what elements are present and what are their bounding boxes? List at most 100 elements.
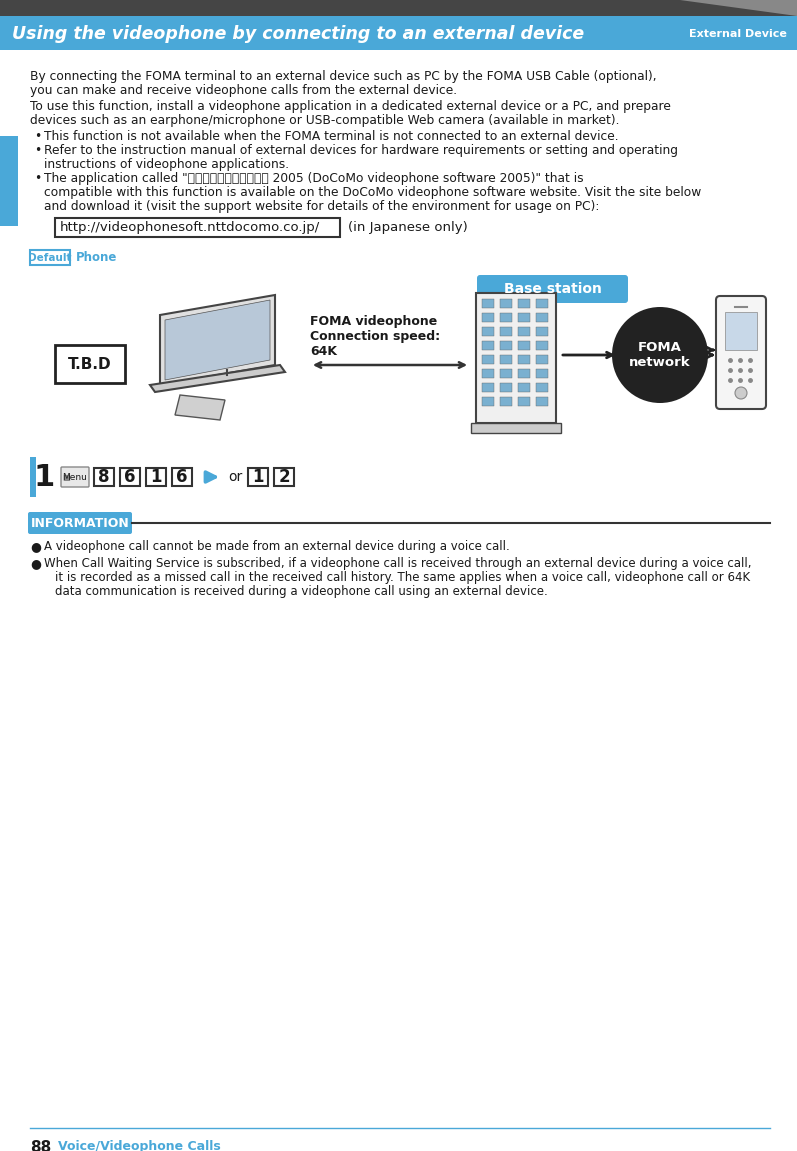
Text: instructions of videophone applications.: instructions of videophone applications. <box>44 158 289 171</box>
Polygon shape <box>175 395 225 420</box>
Text: Connection speed:: Connection speed: <box>310 330 440 343</box>
Polygon shape <box>165 300 270 380</box>
Text: This function is not available when the FOMA terminal is not connected to an ext: This function is not available when the … <box>44 130 618 143</box>
FancyBboxPatch shape <box>0 0 797 16</box>
FancyBboxPatch shape <box>61 467 89 487</box>
Text: 1: 1 <box>252 468 264 486</box>
FancyBboxPatch shape <box>518 313 530 322</box>
FancyBboxPatch shape <box>500 369 512 378</box>
Text: data communication is received during a videophone call using an external device: data communication is received during a … <box>55 585 548 599</box>
FancyBboxPatch shape <box>536 369 548 378</box>
FancyBboxPatch shape <box>0 16 797 49</box>
FancyBboxPatch shape <box>172 468 192 486</box>
FancyBboxPatch shape <box>482 383 494 392</box>
Text: 64K: 64K <box>310 345 337 358</box>
FancyBboxPatch shape <box>518 341 530 350</box>
FancyBboxPatch shape <box>536 327 548 336</box>
Text: Phone: Phone <box>76 251 117 264</box>
Text: •: • <box>34 171 41 185</box>
FancyBboxPatch shape <box>30 457 36 497</box>
Text: A videophone call cannot be made from an external device during a voice call.: A videophone call cannot be made from an… <box>44 540 510 552</box>
Text: it is recorded as a missed call in the received call history. The same applies w: it is recorded as a missed call in the r… <box>55 571 750 584</box>
FancyBboxPatch shape <box>0 136 18 226</box>
Text: Voice/Videophone Calls: Voice/Videophone Calls <box>58 1139 221 1151</box>
FancyBboxPatch shape <box>482 397 494 406</box>
Text: compatible with this function is available on the DoCoMo videophone software web: compatible with this function is availab… <box>44 186 701 199</box>
FancyBboxPatch shape <box>477 275 628 303</box>
FancyBboxPatch shape <box>30 250 70 265</box>
FancyBboxPatch shape <box>482 313 494 322</box>
Text: External Device: External Device <box>689 29 787 39</box>
FancyBboxPatch shape <box>248 468 268 486</box>
FancyBboxPatch shape <box>536 341 548 350</box>
Text: •: • <box>34 144 41 157</box>
FancyBboxPatch shape <box>518 397 530 406</box>
FancyBboxPatch shape <box>471 424 561 433</box>
Text: Refer to the instruction manual of external devices for hardware requirements or: Refer to the instruction manual of exter… <box>44 144 678 157</box>
Text: you can make and receive videophone calls from the external device.: you can make and receive videophone call… <box>30 84 457 97</box>
Text: When Call Waiting Service is subscribed, if a videophone call is received throug: When Call Waiting Service is subscribed,… <box>44 557 752 570</box>
Text: 2: 2 <box>278 468 290 486</box>
FancyBboxPatch shape <box>716 296 766 409</box>
FancyBboxPatch shape <box>536 383 548 392</box>
FancyBboxPatch shape <box>500 299 512 308</box>
Text: Default: Default <box>28 252 72 262</box>
FancyBboxPatch shape <box>482 369 494 378</box>
FancyBboxPatch shape <box>518 327 530 336</box>
Text: 6: 6 <box>176 468 188 486</box>
FancyBboxPatch shape <box>518 355 530 364</box>
FancyBboxPatch shape <box>55 218 340 237</box>
Text: ●: ● <box>30 540 41 552</box>
Text: 88: 88 <box>30 1139 51 1151</box>
Text: and download it (visit the support website for details of the environment for us: and download it (visit the support websi… <box>44 200 599 213</box>
Text: or: or <box>228 470 242 485</box>
FancyBboxPatch shape <box>482 341 494 350</box>
FancyBboxPatch shape <box>500 397 512 406</box>
FancyBboxPatch shape <box>94 468 114 486</box>
Text: FOMA videophone: FOMA videophone <box>310 315 438 328</box>
Polygon shape <box>160 295 275 384</box>
Text: devices such as an earphone/microphone or USB-compatible Web camera (available i: devices such as an earphone/microphone o… <box>30 114 619 127</box>
FancyBboxPatch shape <box>536 397 548 406</box>
FancyBboxPatch shape <box>500 355 512 364</box>
FancyBboxPatch shape <box>482 355 494 364</box>
Text: Menu: Menu <box>62 473 88 481</box>
FancyBboxPatch shape <box>518 383 530 392</box>
Text: FOMA
network: FOMA network <box>629 341 691 369</box>
Text: ■: ■ <box>62 473 70 481</box>
Polygon shape <box>150 365 285 392</box>
Circle shape <box>612 307 708 403</box>
Text: INFORMATION: INFORMATION <box>30 517 129 529</box>
Text: 1: 1 <box>151 468 162 486</box>
Text: Using the videophone by connecting to an external device: Using the videophone by connecting to an… <box>12 25 584 43</box>
Text: 8: 8 <box>98 468 110 486</box>
Text: By connecting the FOMA terminal to an external device such as PC by the FOMA USB: By connecting the FOMA terminal to an ex… <box>30 70 657 83</box>
Text: The application called "ドコモテレビ電話ソフト 2005 (DoCoMo videophone software 2005)" that: The application called "ドコモテレビ電話ソフト 2005… <box>44 171 583 185</box>
Text: http://videophonesoft.nttdocomo.co.jp/: http://videophonesoft.nttdocomo.co.jp/ <box>60 221 320 234</box>
Text: To use this function, install a videophone application in a dedicated external d: To use this function, install a videopho… <box>30 100 671 113</box>
Text: ●: ● <box>30 557 41 570</box>
FancyBboxPatch shape <box>500 313 512 322</box>
Circle shape <box>735 387 747 399</box>
Text: (in Japanese only): (in Japanese only) <box>348 221 468 234</box>
FancyBboxPatch shape <box>482 327 494 336</box>
FancyBboxPatch shape <box>120 468 140 486</box>
FancyBboxPatch shape <box>500 341 512 350</box>
Text: 6: 6 <box>124 468 135 486</box>
Polygon shape <box>680 0 797 16</box>
FancyBboxPatch shape <box>274 468 294 486</box>
FancyBboxPatch shape <box>482 299 494 308</box>
Text: Base station: Base station <box>504 282 602 296</box>
Text: 1: 1 <box>33 463 55 491</box>
FancyBboxPatch shape <box>146 468 166 486</box>
FancyBboxPatch shape <box>28 512 132 534</box>
FancyBboxPatch shape <box>725 312 757 350</box>
FancyBboxPatch shape <box>518 369 530 378</box>
Text: T.B.D: T.B.D <box>69 357 112 372</box>
Text: •: • <box>34 130 41 143</box>
FancyBboxPatch shape <box>500 383 512 392</box>
FancyBboxPatch shape <box>536 313 548 322</box>
FancyBboxPatch shape <box>536 355 548 364</box>
FancyBboxPatch shape <box>55 345 125 383</box>
FancyBboxPatch shape <box>500 327 512 336</box>
